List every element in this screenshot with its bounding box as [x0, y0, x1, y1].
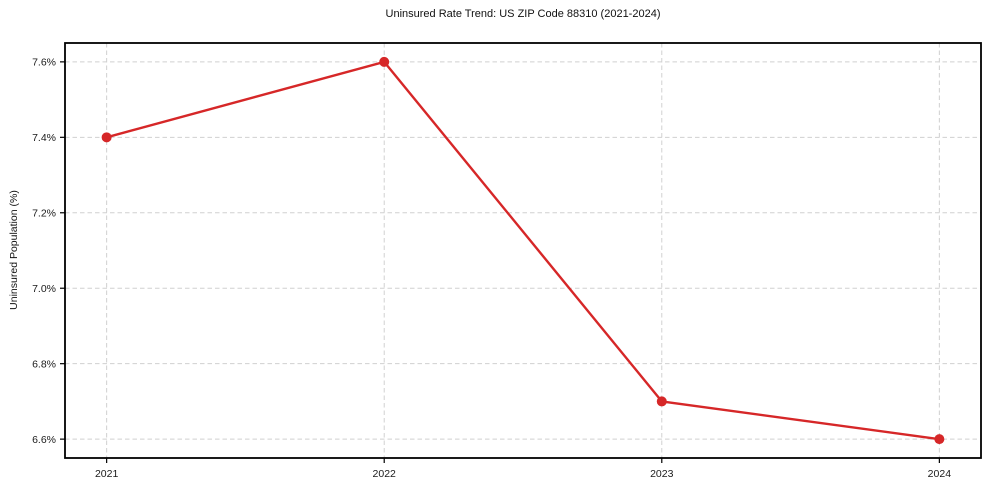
plot-border: [64, 42, 982, 459]
x-tick-label: 2023: [650, 468, 674, 480]
y-tick-label: 7.2%: [32, 208, 56, 220]
data-point-2023: [656, 396, 667, 407]
y-tick-label: 7.4%: [32, 132, 56, 144]
y-tick-label: 7.6%: [32, 57, 56, 69]
data-point-2024: [934, 434, 945, 445]
data-point-2022: [379, 56, 390, 67]
x-tick-label: 2021: [95, 468, 119, 480]
x-tick-label: 2022: [373, 468, 397, 480]
y-tick-label: 7.0%: [32, 283, 56, 295]
chart-title: Uninsured Rate Trend: US ZIP Code 88310 …: [385, 8, 661, 20]
x-tick-label: 2024: [928, 468, 952, 480]
trend-line: [105, 60, 941, 441]
y-tick-label: 6.8%: [32, 358, 56, 370]
y-tick-label: 6.6%: [32, 434, 56, 446]
data-point-2021: [101, 132, 112, 143]
